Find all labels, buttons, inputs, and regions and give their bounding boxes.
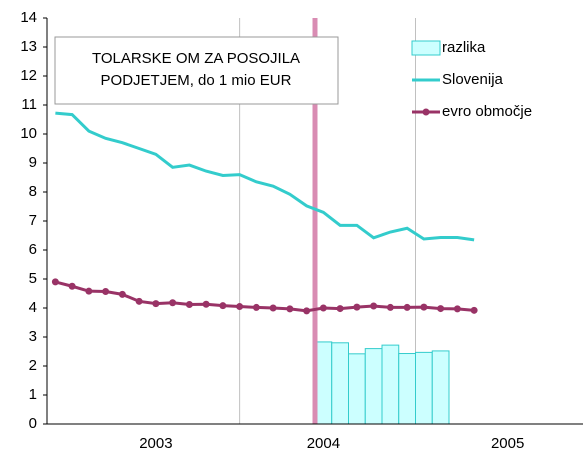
point [102, 287, 110, 295]
y-tick-label: 9 [29, 154, 37, 171]
legend-label: razlika [442, 39, 486, 56]
chart-title: TOLARSKE OM ZA POSOJILA [92, 50, 300, 67]
y-tick-label: 14 [20, 9, 37, 26]
point [219, 302, 227, 310]
point [437, 305, 445, 313]
legend-label: Slovenija [442, 71, 504, 88]
y-tick-label: 1 [29, 386, 37, 403]
point [152, 300, 160, 308]
y-tick-label: 2 [29, 357, 37, 374]
point [353, 303, 361, 311]
point [370, 302, 378, 310]
point [118, 290, 126, 298]
legend-marker [422, 108, 430, 116]
y-tick-label: 13 [20, 38, 37, 55]
y-tick-label: 5 [29, 270, 37, 287]
legend-label: evro območje [442, 103, 532, 120]
bar [364, 348, 383, 425]
x-tick-label: 2004 [307, 435, 340, 452]
legend-swatch [411, 40, 441, 56]
point [51, 278, 59, 286]
point [286, 305, 294, 313]
point [386, 303, 394, 311]
point [85, 287, 93, 295]
point [470, 306, 478, 314]
point [135, 297, 143, 305]
point [68, 282, 76, 290]
y-tick-label: 7 [29, 212, 37, 229]
point [185, 301, 193, 309]
point [336, 305, 344, 313]
y-tick-label: 10 [20, 125, 37, 142]
point [453, 305, 461, 313]
point [420, 303, 428, 311]
title-box [54, 36, 339, 105]
chart-title: PODJETJEM, do 1 mio EUR [101, 72, 292, 89]
point [252, 303, 260, 311]
x-tick-label: 2003 [139, 435, 172, 452]
point [169, 299, 177, 307]
bar [398, 353, 416, 425]
point [319, 304, 327, 312]
line [55, 111, 475, 242]
y-tick-label: 8 [29, 183, 37, 200]
point [236, 303, 244, 311]
line [54, 280, 475, 313]
x-tick-label: 2005 [491, 435, 524, 452]
bar [331, 342, 349, 425]
y-tick-label: 6 [29, 241, 37, 258]
bar [381, 344, 400, 425]
bar [431, 350, 450, 425]
y-tick-label: 4 [29, 299, 37, 316]
bar [314, 341, 333, 425]
point [303, 307, 311, 315]
y-tick-label: 11 [21, 96, 37, 113]
bar [415, 351, 433, 425]
point [202, 300, 210, 308]
point [269, 304, 277, 312]
bar [348, 353, 366, 425]
point [403, 303, 411, 311]
y-tick-label: 0 [29, 415, 37, 432]
y-tick-label: 3 [29, 328, 37, 345]
y-tick-label: 12 [20, 67, 37, 84]
